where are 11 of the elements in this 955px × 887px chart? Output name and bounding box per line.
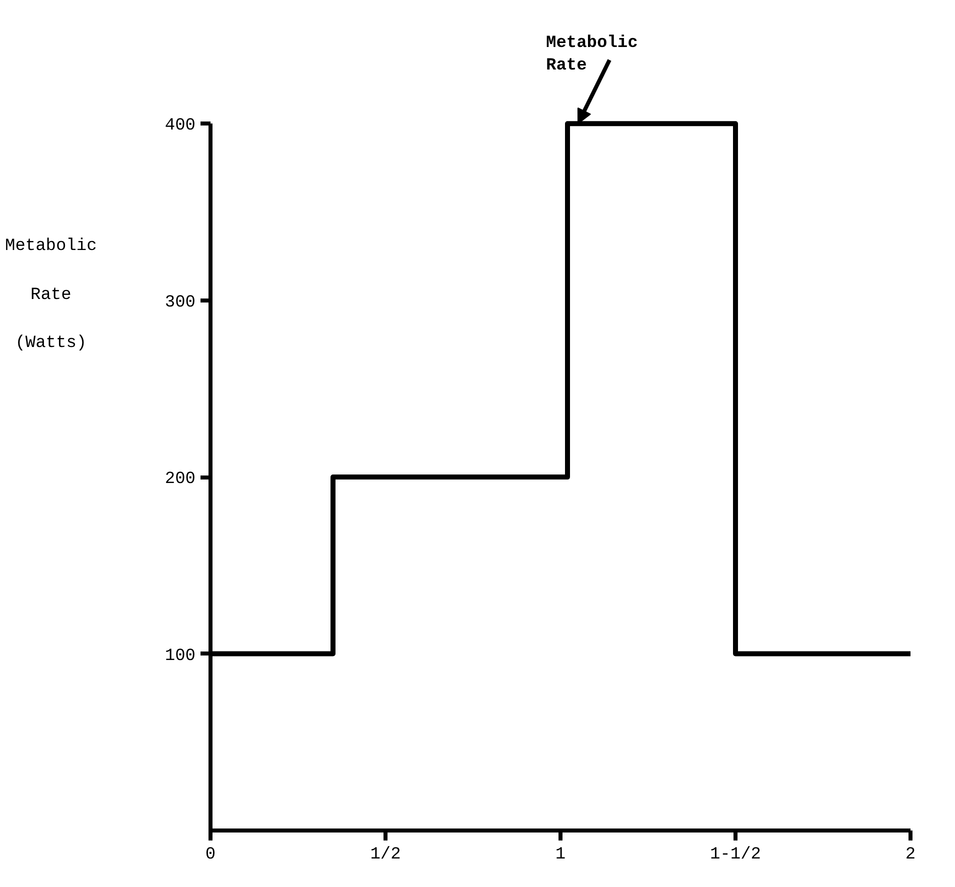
x-tick-label: 1-1/2 xyxy=(710,846,762,864)
text: Metabolic Rate (Watts) xyxy=(5,237,97,354)
x-tick-label: 0 xyxy=(205,846,216,864)
x-tick-label: 1 xyxy=(555,846,566,864)
annotation: Metabolic Rate xyxy=(546,34,638,76)
x-tick-label: 2 xyxy=(905,846,916,864)
x-tick-label: 1/2 xyxy=(370,846,401,864)
y-tick-label: 300 xyxy=(164,293,196,312)
y-tick-label: 200 xyxy=(164,470,196,490)
y-tick-label: 400 xyxy=(164,116,196,136)
y-tick-label: 100 xyxy=(164,646,196,666)
